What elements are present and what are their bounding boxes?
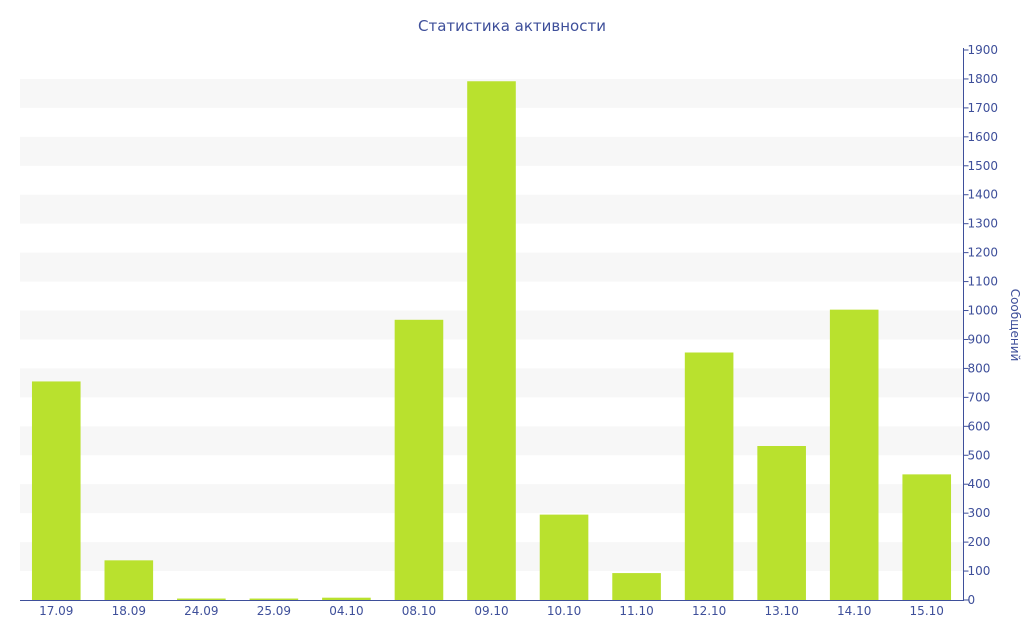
x-tick-label: 17.09 [39,604,73,618]
y-tick-label: 100 [968,564,991,578]
y-tick-label: 0 [968,593,976,607]
x-axis: 17.09 18.09 24.09 25.09 04.10 08.10 09.10 10.10… [20,600,963,618]
y-tick-label: 1200 [968,246,999,260]
bar-15.10 [902,474,952,600]
bars-group [31,81,952,600]
x-tick-label: 15.10 [910,604,944,618]
y-tick-label: 400 [968,477,991,491]
y-tick-label: 1700 [968,101,999,115]
x-tick-label: 25.09 [257,604,291,618]
y-tick-label: 1300 [968,217,999,231]
bar-09.10 [467,81,516,600]
bar-14.10 [829,309,879,600]
bar-08.10 [394,319,444,600]
x-tick-label: 08.10 [402,604,436,618]
y-tick-label: 800 [968,361,991,375]
y-tick-label: 300 [968,506,991,520]
y-axis: 0 100 200 300 400 500 600 700 800 900 1000 1100 1200… [963,43,999,607]
bar-24.09 [177,598,226,600]
x-tick-label: 18.09 [112,604,146,618]
x-tick-label: 10.10 [547,604,581,618]
y-tick-label: 1400 [968,188,999,202]
y-tick-label: 1600 [968,130,999,144]
x-tick-label: 09.10 [474,604,508,618]
y-tick-label: 900 [968,332,991,346]
x-tick-label: 11.10 [619,604,653,618]
y-tick-label: 500 [968,448,991,462]
bar-10.10 [539,514,589,600]
y-tick-label: 1900 [968,43,999,57]
y-tick-label: 1500 [968,159,999,173]
bar-04.10 [322,597,371,600]
y-tick-label: 200 [968,535,991,549]
y-tick-label: 600 [968,419,991,433]
y-axis-label: Сообщений [1008,289,1022,362]
y-tick-label: 700 [968,390,991,404]
chart-title: Статистика активности [418,17,606,35]
bar-18.09 [104,560,154,600]
bar-12.10 [684,352,734,600]
bar-17.09 [31,381,81,600]
x-tick-label: 12.10 [692,604,726,618]
bar-13.10 [757,446,806,600]
y-tick-label: 1000 [968,304,999,318]
x-tick-label: 04.10 [329,604,363,618]
x-tick-label: 24.09 [184,604,218,618]
bar-25.09 [249,598,299,600]
x-tick-label: 14.10 [837,604,871,618]
y-tick-label: 1800 [968,72,999,86]
bar-11.10 [612,573,661,600]
x-tick-label: 13.10 [764,604,798,618]
y-tick-label: 1100 [968,275,999,289]
